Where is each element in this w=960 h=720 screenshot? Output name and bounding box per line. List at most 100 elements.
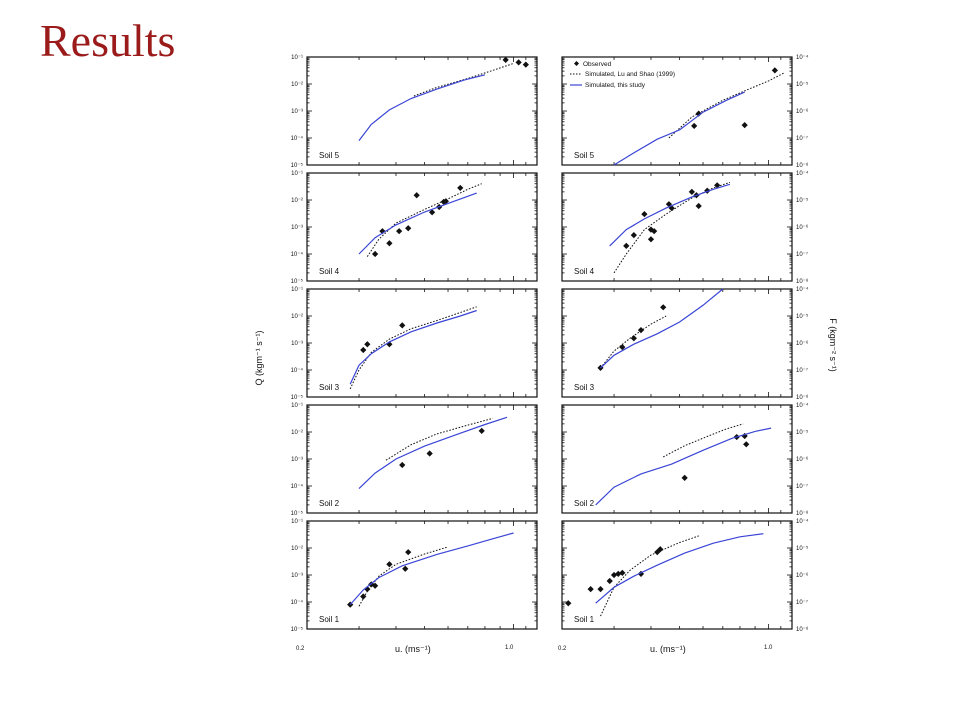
left-y-axis-label: Q (kgm⁻¹ s⁻¹) <box>254 331 264 386</box>
series-line-lu-shao <box>385 417 493 461</box>
y-tick-label: 10⁻¹ <box>291 287 303 293</box>
observed-point <box>372 250 379 258</box>
observed-point <box>396 228 403 235</box>
x-tick-label-0.2-left: 0.2 <box>296 646 305 652</box>
y-tick-label: 10⁻² <box>291 82 303 88</box>
series-line-lu-shao <box>662 423 744 458</box>
soil-label: Soil 5 <box>319 151 340 160</box>
series-line-lu-shao <box>349 306 477 390</box>
y-tick-label: 10⁻¹ <box>291 519 303 525</box>
y-tick-label: 10⁻³ <box>291 573 303 579</box>
observed-point <box>478 427 485 434</box>
y-tick-label: 10⁻¹ <box>291 171 303 177</box>
observed-point <box>405 549 412 556</box>
series-line-lu-shao <box>358 546 449 607</box>
series-line-lu-shao <box>366 183 482 257</box>
observed-point <box>587 586 594 593</box>
y-tick-label: 10⁻⁶ <box>796 108 809 115</box>
panel-soil-1-f: 10⁻⁴ 10⁻⁵ 10⁻⁶ 10⁻⁷ 10⁻⁸ Soil 1 <box>561 518 809 633</box>
y-tick-label: 10⁻⁵ <box>796 429 809 436</box>
y-tick-label: 10⁻⁴ <box>796 518 809 525</box>
y-tick-label: 10⁻³ <box>291 109 303 115</box>
panels-layer: 10⁻¹ 10⁻² 10⁻³ 10⁻⁴ 10⁻⁵ Soil 5 10⁻⁴ 10⁻⁵ 10⁻⁶ 10… <box>291 54 809 633</box>
soil-label: Soil 3 <box>574 383 595 392</box>
observed-point <box>402 565 409 572</box>
observed-point <box>641 211 648 218</box>
soil-label: Soil 4 <box>319 267 340 276</box>
observed-point <box>457 184 464 192</box>
legend: Observed Simulated, Lu and Shao (1999) S… <box>570 61 675 89</box>
observed-point <box>695 202 702 210</box>
y-tick-label: 10⁻² <box>291 430 303 436</box>
series-line-lu-shao <box>413 62 514 97</box>
observed-point <box>426 450 433 457</box>
x-tick-label-0.2-right: 0.2 <box>558 646 567 652</box>
panel-soil-2-f: 10⁻⁴ 10⁻⁵ 10⁻⁶ 10⁻⁷ 10⁻⁸ Soil 2 <box>561 402 809 517</box>
series-line-this-study <box>358 416 508 490</box>
observed-point <box>386 240 393 247</box>
y-tick-label: 10⁻⁵ <box>291 394 304 401</box>
panel-frame <box>561 520 793 630</box>
y-tick-label: 10⁻² <box>291 198 303 204</box>
y-tick-label: 10⁻⁷ <box>796 599 808 606</box>
series-line-this-study <box>358 74 486 141</box>
observed-point <box>647 236 655 243</box>
panel-soil-3-f: 10⁻⁴ 10⁻⁵ 10⁻⁶ 10⁻⁷ 10⁻⁸ Soil 3 <box>561 286 809 401</box>
soil-label: Soil 1 <box>319 615 340 624</box>
right-y-axis-label: F (kgm⁻² s⁻¹) <box>828 318 838 372</box>
y-tick-label: 10⁻⁶ <box>796 224 809 231</box>
series-line-lu-shao <box>668 72 785 139</box>
panel-frame <box>306 56 538 166</box>
y-tick-label: 10⁻⁴ <box>291 135 304 142</box>
series-line-lu-shao <box>600 535 699 617</box>
y-tick-label: 10⁻⁴ <box>796 170 809 177</box>
panel-frame <box>561 404 793 514</box>
observed-point <box>515 59 522 66</box>
slide-title: Results <box>40 15 176 66</box>
series-line-this-study <box>358 192 477 255</box>
series-line-this-study <box>349 532 514 605</box>
panel-frame <box>306 520 538 630</box>
y-tick-label: 10⁻³ <box>291 457 303 463</box>
observed-point <box>619 569 626 576</box>
legend-observed-label: Observed <box>583 61 612 68</box>
series-line-this-study <box>609 183 731 247</box>
y-tick-label: 10⁻¹ <box>291 55 303 61</box>
panel-soil-4-f: 10⁻⁴ 10⁻⁵ 10⁻⁶ 10⁻⁷ 10⁻⁸ Soil 4 <box>561 170 809 285</box>
y-tick-label: 10⁻⁴ <box>796 402 809 409</box>
legend-lu-shao-label: Simulated, Lu and Shao (1999) <box>585 71 675 78</box>
y-tick-label: 10⁻⁸ <box>796 626 809 633</box>
y-tick-label: 10⁻⁶ <box>796 340 809 347</box>
observed-point <box>413 192 420 199</box>
series-line-this-study <box>349 309 477 385</box>
observed-point <box>597 586 604 593</box>
y-tick-label: 10⁻⁴ <box>291 599 304 606</box>
y-tick-label: 10⁻⁷ <box>796 251 808 258</box>
series-line-this-study <box>613 91 745 166</box>
x-tick-label-1.0-left: 1.0 <box>505 645 514 651</box>
panel-soil-1-q: 10⁻¹ 10⁻² 10⁻³ 10⁻⁴ 10⁻⁵ Soil 1 <box>291 519 538 633</box>
y-tick-label: 10⁻³ <box>291 341 303 347</box>
observed-point <box>405 225 412 232</box>
panel-frame <box>561 172 793 282</box>
y-tick-label: 10⁻⁴ <box>291 483 304 490</box>
y-tick-label: 10⁻¹ <box>291 403 303 409</box>
y-tick-label: 10⁻⁸ <box>796 162 809 169</box>
y-tick-label: 10⁻⁵ <box>796 313 809 320</box>
observed-point <box>630 232 637 239</box>
series-line-this-study <box>595 427 772 506</box>
observed-point <box>741 122 748 129</box>
y-tick-label: 10⁻⁴ <box>796 286 809 293</box>
soil-label: Soil 2 <box>574 499 595 508</box>
y-tick-label: 10⁻⁴ <box>291 367 304 374</box>
observed-point <box>442 198 449 205</box>
observed-point <box>691 122 698 130</box>
observed-point <box>771 67 778 74</box>
observed-point <box>630 335 637 342</box>
panel-soil-5-q: 10⁻¹ 10⁻² 10⁻³ 10⁻⁴ 10⁻⁵ Soil 5 <box>291 55 538 169</box>
x-tick-label-1.0-right: 1.0 <box>764 645 773 651</box>
observed-point <box>502 56 509 64</box>
observed-point <box>606 577 613 585</box>
y-tick-label: 10⁻⁴ <box>796 54 809 61</box>
y-tick-label: 10⁻⁷ <box>796 135 808 142</box>
